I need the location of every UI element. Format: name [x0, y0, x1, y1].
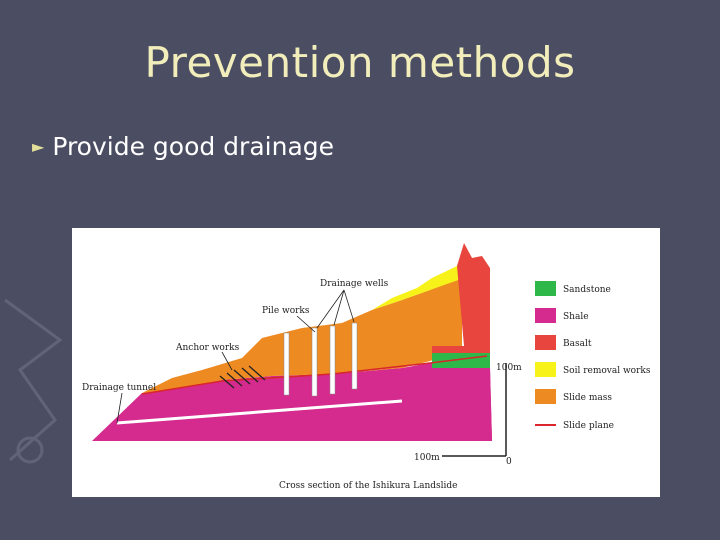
scale-zero-label: 0 — [506, 457, 512, 467]
pile-2 — [311, 327, 318, 397]
label-leaders — [116, 289, 355, 424]
pile-4 — [351, 322, 358, 390]
legend-label-slide-mass: Slide mass — [563, 393, 612, 403]
anchor-works — [219, 365, 266, 389]
legend-label-basalt: Basalt — [563, 339, 592, 349]
drainage-tunnel-line — [116, 399, 403, 425]
sandstone-layer — [432, 353, 490, 368]
legend: Sandstone Shale Basalt Soil removal work… — [535, 281, 651, 431]
slide-title: Prevention methods — [144, 38, 576, 87]
figure-caption: Cross section of the Ishikura Landslide — [279, 481, 457, 491]
legend-swatch-soil-removal — [535, 362, 556, 377]
legend-label-soil-removal: Soil removal works — [563, 366, 651, 376]
bullet-item: ► Provide good drainage — [32, 132, 334, 161]
label-drainage-tunnel: Drainage tunnel — [82, 383, 156, 393]
bullet-text: Provide good drainage — [52, 132, 335, 161]
pile-3 — [329, 325, 336, 395]
bullet-arrow-icon: ► — [32, 137, 45, 156]
background-watermark — [4, 298, 63, 464]
cross-section-diagram: Drainage wells Pile works Anchor works D… — [82, 243, 651, 491]
label-anchor-works: Anchor works — [175, 343, 240, 353]
slide-mass-layer — [142, 276, 462, 393]
legend-swatch-slide-mass — [535, 389, 556, 404]
label-pile-works: Pile works — [262, 306, 310, 316]
legend-label-slide-plane: Slide plane — [563, 421, 614, 431]
vertical-scale-label: 100m — [496, 363, 522, 373]
horizontal-scale-label: 100m — [414, 453, 440, 463]
basalt-layer — [432, 243, 490, 353]
shale-right-layer — [422, 368, 492, 441]
legend-swatch-basalt — [535, 335, 556, 350]
pile-1 — [283, 332, 290, 396]
landslide-cross-section-figure: Drainage wells Pile works Anchor works D… — [72, 228, 660, 497]
label-drainage-wells: Drainage wells — [320, 279, 389, 289]
legend-label-sandstone: Sandstone — [563, 285, 611, 295]
legend-label-shale: Shale — [563, 312, 589, 322]
shale-layer — [92, 358, 492, 441]
soil-removal-layer — [372, 248, 464, 310]
legend-swatch-shale — [535, 308, 556, 323]
legend-swatch-sandstone — [535, 281, 556, 296]
